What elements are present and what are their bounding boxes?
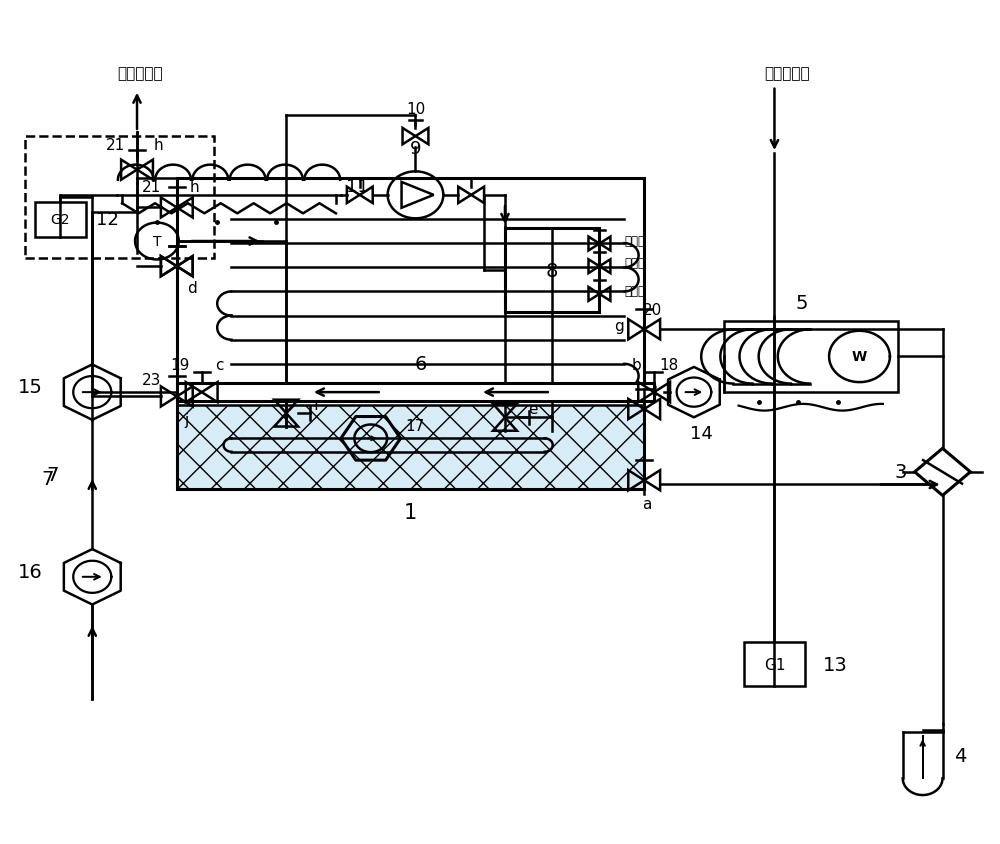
Text: 23: 23 (142, 373, 162, 387)
Text: 14: 14 (690, 425, 713, 443)
Text: 17: 17 (406, 419, 425, 434)
Text: d: d (187, 280, 197, 295)
Text: G2: G2 (51, 213, 70, 227)
Text: 19: 19 (170, 357, 189, 372)
Text: 2: 2 (949, 465, 962, 484)
Text: 21: 21 (106, 138, 125, 153)
Text: f: f (313, 398, 319, 413)
Text: a: a (642, 496, 652, 511)
Text: 6: 6 (414, 354, 427, 373)
Text: 3: 3 (895, 463, 907, 482)
Text: 21: 21 (142, 180, 162, 195)
Text: 放空口: 放空口 (624, 284, 645, 298)
Text: j: j (185, 413, 189, 428)
Bar (505, 230, 599, 313)
Text: 15: 15 (18, 377, 43, 397)
Bar (744, 642, 805, 686)
Text: 10: 10 (406, 101, 425, 116)
Text: 7: 7 (41, 470, 54, 489)
Text: 22: 22 (640, 383, 659, 398)
Bar (177, 405, 644, 489)
Text: W: W (852, 350, 867, 364)
Text: 7: 7 (46, 466, 59, 484)
Text: 冷却水出口: 冷却水出口 (117, 67, 163, 82)
Text: h: h (190, 180, 200, 195)
Text: b: b (631, 357, 641, 372)
Text: 1: 1 (404, 502, 417, 522)
Text: 4: 4 (954, 746, 967, 765)
Text: e: e (528, 402, 538, 417)
Bar (25, 137, 214, 258)
Bar (35, 203, 86, 237)
Text: g: g (614, 318, 624, 333)
Bar (177, 179, 644, 489)
Text: 补水口: 补水口 (624, 235, 645, 247)
Text: 16: 16 (18, 562, 43, 582)
Text: 9: 9 (410, 140, 421, 158)
Text: G1: G1 (764, 657, 785, 672)
Text: 13: 13 (823, 655, 848, 674)
Text: 溢流口: 溢流口 (624, 257, 645, 270)
Text: 12: 12 (96, 211, 119, 229)
Bar (177, 383, 654, 402)
Text: c: c (215, 357, 224, 372)
Polygon shape (915, 449, 970, 495)
Text: 冷却水进口: 冷却水进口 (765, 67, 810, 82)
Text: 5: 5 (796, 294, 808, 313)
Text: 20: 20 (643, 302, 662, 317)
Text: h: h (154, 138, 164, 153)
Text: T: T (153, 235, 161, 249)
Text: i: i (620, 383, 624, 398)
Bar (724, 322, 898, 392)
Text: 8: 8 (546, 262, 558, 280)
Text: 18: 18 (659, 357, 679, 372)
Text: 11: 11 (346, 178, 369, 196)
